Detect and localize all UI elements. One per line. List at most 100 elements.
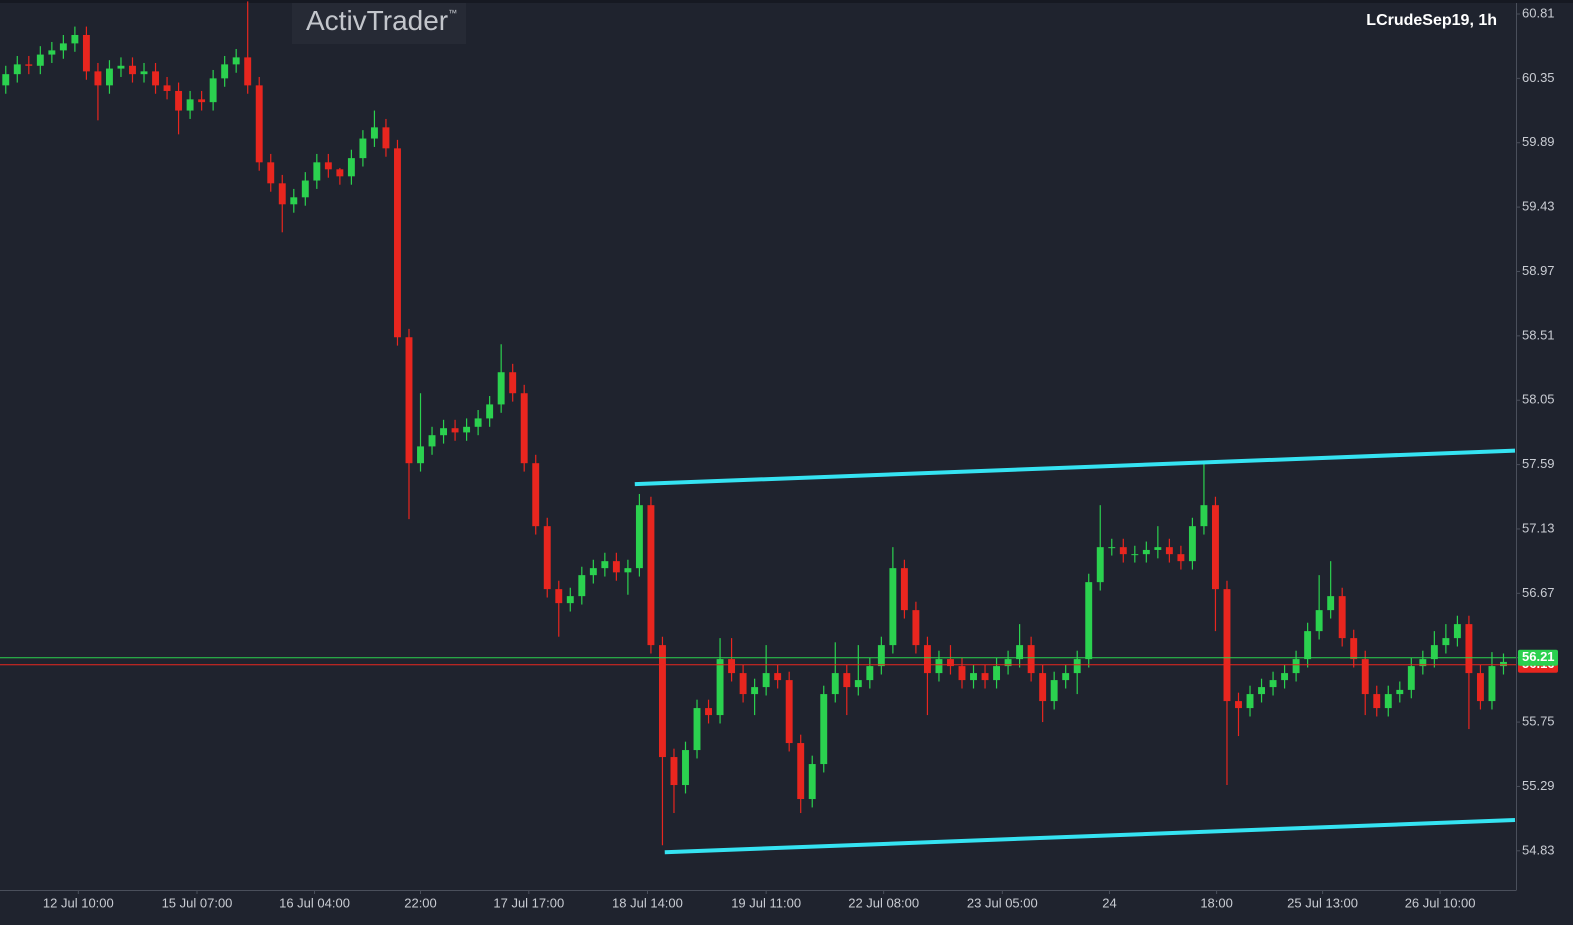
candle-body: [947, 659, 954, 667]
candle-body: [889, 568, 897, 646]
candle-body: [1338, 596, 1346, 639]
candle-body: [1027, 645, 1035, 674]
candle-body: [1177, 554, 1185, 562]
candle-body: [474, 418, 482, 427]
y-tick-label: 58.05: [1522, 392, 1555, 407]
candle-body: [140, 71, 148, 75]
y-tick-label: 57.59: [1522, 456, 1555, 471]
candle-body: [993, 666, 1001, 681]
candle-body: [1085, 582, 1093, 660]
candle-body: [843, 673, 851, 688]
trendline: [634, 448, 1516, 487]
candle-body: [198, 99, 206, 103]
candle-body: [1361, 659, 1369, 695]
x-tick-label: 18 Jul 14:00: [612, 895, 683, 910]
candle-body: [1430, 645, 1438, 660]
x-tick-label: 16 Jul 04:00: [279, 895, 350, 910]
logo-mark: ™: [448, 8, 457, 18]
candle-body: [555, 589, 563, 604]
candle-body: [370, 127, 378, 139]
candle-body: [1500, 661, 1507, 667]
candle-body: [417, 446, 424, 464]
candle-body: [877, 645, 885, 667]
candle-body: [428, 435, 436, 447]
logo: ActivTrader™: [306, 5, 457, 36]
candle-body: [313, 162, 321, 181]
candle-body: [2, 74, 10, 86]
y-tick-label: 59.43: [1522, 199, 1555, 214]
candle-body: [578, 575, 586, 597]
candle-body: [958, 666, 966, 681]
price-label-box: [1518, 649, 1558, 666]
candle-body: [900, 568, 908, 611]
candle-body: [682, 750, 689, 786]
candle-body: [244, 57, 252, 86]
candle-body: [624, 568, 632, 573]
candle-body: [152, 71, 159, 86]
x-tick-label: 22 Jul 08:00: [848, 895, 919, 910]
candle-body: [797, 743, 805, 800]
candle-body: [635, 505, 643, 569]
x-tick-label: 19 Jul 11:00: [731, 895, 801, 910]
candle-body: [912, 610, 920, 646]
top-border: [0, 0, 1573, 3]
candle-body: [1246, 694, 1254, 709]
y-tick-label: 60.35: [1522, 70, 1555, 85]
candle-body: [94, 71, 102, 86]
x-tick-label: 23 Jul 05:00: [967, 895, 1038, 910]
candle-body: [716, 659, 724, 716]
candle-body: [267, 162, 275, 184]
candle-body: [670, 757, 678, 786]
candle-body: [705, 708, 712, 716]
candle-body: [854, 680, 862, 688]
candle-body: [509, 372, 517, 394]
candle-body: [1453, 624, 1461, 639]
candle-body: [1119, 547, 1127, 555]
candle-body: [105, 68, 113, 86]
y-tick-label: 58.51: [1522, 327, 1555, 342]
candle-body: [1212, 505, 1219, 590]
x-tick-label: 15 Jul 07:00: [162, 895, 233, 910]
candle-body: [981, 673, 989, 681]
candle-body: [785, 680, 793, 744]
candle-body: [405, 337, 413, 464]
logo-box: [292, 3, 466, 44]
candle-body: [762, 673, 770, 688]
candle-body: [359, 138, 367, 159]
candle-body: [1315, 610, 1323, 632]
candle-body: [658, 645, 666, 758]
candle-body: [117, 65, 125, 69]
x-tick-label: 22:00: [404, 895, 437, 910]
candle-body: [543, 526, 551, 590]
candle-body: [163, 85, 171, 91]
y-tick-label: 54.83: [1522, 842, 1555, 857]
candle-body: [532, 463, 540, 527]
candle-body: [301, 180, 309, 198]
candle-body: [1039, 673, 1047, 702]
x-tick-label: 26 Jul 10:00: [1405, 895, 1476, 910]
candle-body: [1016, 645, 1024, 660]
candle-body: [831, 673, 839, 695]
candle-body: [36, 54, 44, 66]
candle-body: [186, 99, 194, 111]
y-tick-label: 55.75: [1522, 714, 1555, 729]
candle-body: [1188, 526, 1196, 562]
candle-body: [1073, 659, 1081, 674]
candle-body: [1304, 631, 1312, 660]
candle-body: [1142, 549, 1150, 555]
candle-body: [1465, 624, 1473, 674]
candle-body: [382, 127, 390, 149]
trendline: [664, 818, 1516, 855]
candle-body: [1407, 666, 1415, 690]
candle-body: [71, 34, 79, 44]
candle-body: [48, 50, 56, 55]
candle-body: [290, 197, 298, 205]
y-tick-label: 55.29: [1522, 778, 1555, 793]
candle-body: [1488, 666, 1496, 702]
candle-body: [566, 596, 574, 604]
candle-body: [751, 687, 759, 695]
candle-body: [1281, 673, 1289, 681]
candle-body: [13, 64, 21, 75]
